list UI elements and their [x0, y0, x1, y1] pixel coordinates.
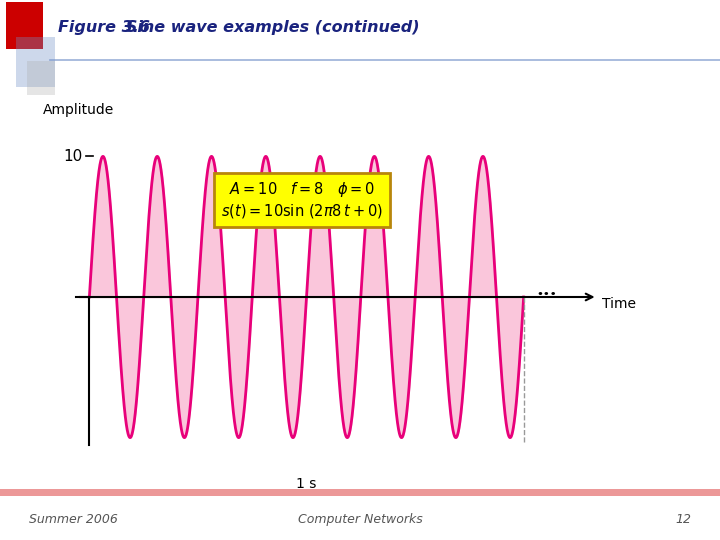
Text: Amplitude: Amplitude	[43, 103, 114, 117]
Text: 12: 12	[675, 513, 691, 526]
Bar	[27, 61, 55, 95]
Bar	[6, 2, 43, 49]
Text: Sine wave examples (continued): Sine wave examples (continued)	[109, 20, 420, 35]
Text: Summer 2006: Summer 2006	[29, 513, 117, 526]
Bar	[16, 37, 55, 87]
Bar	[0, 489, 720, 496]
Text: 10: 10	[63, 149, 83, 164]
Text: Computer Networks: Computer Networks	[297, 513, 423, 526]
Text: 1 s: 1 s	[297, 477, 317, 491]
Text: Figure 3.6: Figure 3.6	[58, 20, 150, 35]
Text: Time: Time	[602, 297, 636, 311]
Text: ...: ...	[536, 281, 557, 299]
Text: $A = 10 \quad f = 8 \quad \phi = 0$
$s(t) = 10 \sin \, (2\pi 8\, t + 0)$: $A = 10 \quad f = 8 \quad \phi = 0$ $s(t…	[221, 180, 383, 220]
